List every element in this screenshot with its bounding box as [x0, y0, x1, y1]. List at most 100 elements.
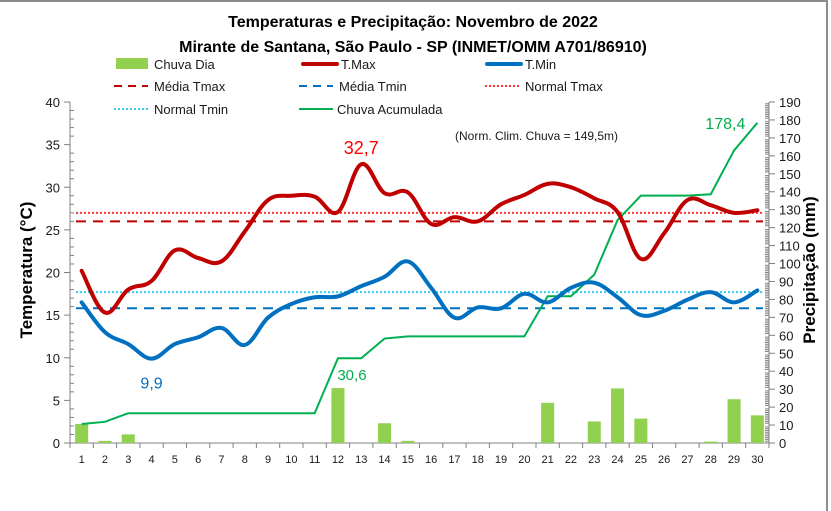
- legend-label: Média Tmax: [154, 79, 226, 94]
- bar-chuva-dia: [750, 415, 764, 443]
- annotations: 32,7 9,9 30,6 178,4 (Norm. Clim. Chuva = 149…: [140, 116, 745, 393]
- y2-tick-label: 150: [779, 167, 801, 182]
- legend-chuva-dia: Chuva Dia: [116, 57, 215, 72]
- x-tick-label: 23: [588, 454, 600, 466]
- x-tick-label: 17: [448, 454, 460, 466]
- legend-label: Chuva Acumulada: [337, 102, 443, 117]
- x-tick-label: 8: [242, 454, 248, 466]
- y-tick-label: 30: [46, 180, 60, 195]
- legend-label: T.Min: [525, 57, 556, 72]
- x-tick-label: 11: [309, 454, 320, 466]
- line-chuva-acumulada: [81, 122, 759, 425]
- x-tick-label: 20: [518, 454, 530, 466]
- x-tick-label: 29: [728, 454, 740, 466]
- y-tick-label: 10: [46, 351, 60, 366]
- x-tick-label: 1: [79, 454, 85, 466]
- y-tick-label: 20: [46, 266, 60, 281]
- x-tick-label: 18: [472, 454, 484, 466]
- legend-label: Normal Tmax: [525, 79, 603, 94]
- y2-tick-label: 80: [779, 292, 793, 307]
- y2-tick-label: 170: [779, 131, 801, 146]
- y2-axis-label: Precipitação (mm): [800, 196, 819, 343]
- y2-tick-label: 120: [779, 221, 801, 236]
- annotation-normal-rain: (Norm. Clim. Chuva = 149,5m): [455, 129, 618, 143]
- x-tick-label: 25: [635, 454, 647, 466]
- legend: Chuva Dia T.Max T.Min Média Tmax Média Tmin N…: [114, 57, 603, 117]
- x-tick-label: 14: [378, 454, 390, 466]
- x-tick-label: 22: [565, 454, 577, 466]
- axes: 0510152025303540010203040506070809010011…: [46, 95, 801, 466]
- legend-chuva-acumulada: Chuva Acumulada: [299, 102, 443, 117]
- bars-chuva-dia: [75, 388, 764, 443]
- y-tick-label: 15: [46, 308, 60, 323]
- y2-tick-label: 50: [779, 346, 793, 361]
- annotation-total-rain: 178,4: [705, 116, 745, 133]
- y-axis-label: Temperatura (°C): [17, 202, 36, 339]
- x-tick-label: 5: [172, 454, 178, 466]
- bar-chuva-dia: [378, 423, 392, 443]
- x-tick-label: 27: [681, 454, 693, 466]
- legend-swatch: [116, 58, 148, 69]
- x-tick-label: 19: [495, 454, 507, 466]
- annotation-min-temp: 9,9: [140, 376, 162, 393]
- x-tick-label: 16: [425, 454, 437, 466]
- chart-title: Temperaturas e Precipitação: Novembro de…: [228, 14, 598, 31]
- y-tick-label: 25: [46, 223, 60, 238]
- legend-normal-tmax: Normal Tmax: [485, 79, 603, 94]
- x-tick-label: 26: [658, 454, 670, 466]
- y2-tick-label: 20: [779, 400, 793, 415]
- y-tick-label: 0: [53, 436, 60, 451]
- bar-chuva-dia: [704, 441, 718, 443]
- y2-tick-label: 160: [779, 149, 801, 164]
- y-tick-label: 40: [46, 95, 60, 110]
- bar-chuva-dia: [401, 440, 415, 443]
- legend-label: Normal Tmin: [154, 102, 228, 117]
- reference-lines: [76, 211, 763, 310]
- x-tick-label: 28: [705, 454, 717, 466]
- bar-chuva-dia: [121, 434, 135, 443]
- annotation-max-rain-day: 30,6: [337, 367, 366, 384]
- bar-chuva-dia: [331, 388, 345, 443]
- line-t-max: [79, 162, 760, 315]
- y2-tick-label: 180: [779, 113, 801, 128]
- y2-tick-label: 90: [779, 274, 793, 289]
- y2-tick-label: 0: [779, 436, 786, 451]
- x-tick-label: 9: [265, 454, 271, 466]
- x-tick-label: 3: [125, 454, 131, 466]
- legend-label: T.Max: [341, 57, 376, 72]
- annotation-max-temp: 32,7: [344, 138, 379, 158]
- y2-tick-label: 70: [779, 310, 793, 325]
- legend-normal-tmin: Normal Tmin: [114, 102, 228, 117]
- series-lines: [79, 122, 760, 425]
- y2-tick-label: 60: [779, 328, 793, 343]
- x-tick-label: 21: [542, 454, 554, 466]
- bar-chuva-dia: [541, 402, 555, 443]
- y2-tick-label: 190: [779, 95, 801, 110]
- x-tick-label: 10: [285, 454, 297, 466]
- y2-tick-label: 110: [779, 239, 800, 254]
- chart-subtitle: Mirante de Santana, São Paulo - SP (INME…: [179, 39, 647, 56]
- legend-t-min: T.Min: [485, 57, 556, 72]
- x-tick-label: 6: [195, 454, 201, 466]
- y2-tick-label: 130: [779, 203, 801, 218]
- y-tick-label: 35: [46, 138, 60, 153]
- line-t-min: [79, 259, 760, 361]
- x-tick-label: 15: [402, 454, 414, 466]
- legend-t-max: T.Max: [301, 57, 376, 72]
- legend-label: Chuva Dia: [154, 57, 215, 72]
- x-tick-label: 13: [355, 454, 367, 466]
- y2-tick-label: 100: [779, 257, 801, 272]
- bar-chuva-dia: [587, 421, 601, 443]
- x-tick-label: 4: [148, 454, 154, 466]
- legend-m-dia-tmax: Média Tmax: [114, 79, 226, 94]
- bar-chuva-dia: [75, 423, 89, 443]
- bar-chuva-dia: [98, 440, 112, 443]
- legend-m-dia-tmin: Média Tmin: [299, 79, 407, 94]
- x-tick-label: 30: [751, 454, 763, 466]
- bar-chuva-dia: [727, 399, 741, 443]
- y2-tick-label: 30: [779, 382, 793, 397]
- y-tick-label: 5: [53, 393, 60, 408]
- x-tick-label: 7: [218, 454, 224, 466]
